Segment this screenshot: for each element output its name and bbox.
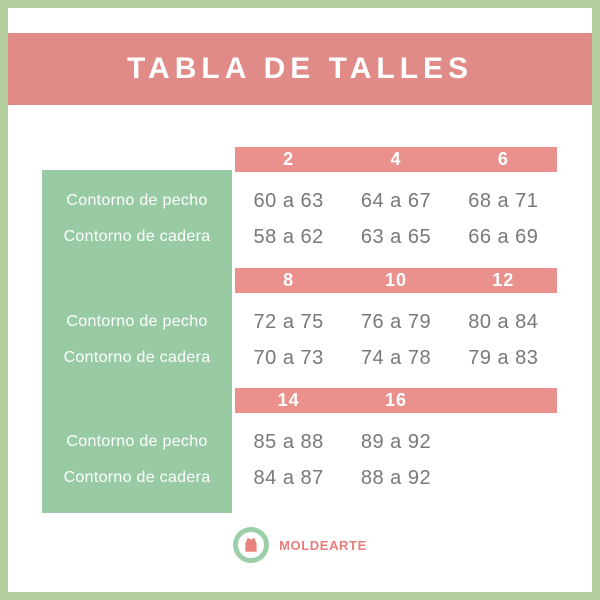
size-header-cell: 16 xyxy=(384,390,407,410)
row-label: Contorno de pecho xyxy=(66,313,208,330)
table-row: 72 a 75 76 a 79 80 a 84 xyxy=(235,307,557,337)
row-label: Contorno de cadera xyxy=(63,469,211,486)
value-cell: 84 a 87 xyxy=(253,467,324,489)
table-row: 85 a 88 89 a 92 xyxy=(235,427,557,457)
title-banner: TABLA DE TALLES xyxy=(8,33,592,105)
value-cell: 85 a 88 xyxy=(253,431,324,453)
row-label: Contorno de pecho xyxy=(66,192,208,209)
value-cell: 76 a 79 xyxy=(360,311,432,333)
value-cell xyxy=(450,427,557,457)
size-header-cell: 8 xyxy=(283,270,295,290)
value-cell: 79 a 83 xyxy=(468,347,539,369)
table-row: 60 a 63 64 a 67 68 a 71 xyxy=(235,186,557,216)
table-row: 58 a 62 63 a 65 66 a 69 xyxy=(235,222,557,252)
value-cell: 89 a 92 xyxy=(360,431,432,453)
row-label: Contorno de cadera xyxy=(63,228,211,245)
value-cell: 60 a 63 xyxy=(253,190,324,212)
row-label: Contorno de cadera xyxy=(63,349,211,366)
size-header-cell: 12 xyxy=(492,270,515,290)
brand-name: MOLDEARTE xyxy=(279,537,367,553)
value-cell: 58 a 62 xyxy=(253,226,324,248)
size-header-cell: 6 xyxy=(497,149,509,169)
brand-icon-ring xyxy=(233,527,270,563)
size-header-cell: 2 xyxy=(283,149,295,169)
value-cell: 72 a 75 xyxy=(253,311,324,333)
value-cell: 80 a 84 xyxy=(468,311,539,333)
size-header-cell: 10 xyxy=(384,270,407,290)
value-cell: 66 a 69 xyxy=(468,226,539,248)
brand-logo: MOLDEARTE xyxy=(0,526,600,564)
size-header-cell: 14 xyxy=(277,390,300,410)
value-cell: 74 a 78 xyxy=(360,347,432,369)
size-header-cell xyxy=(450,388,557,413)
row-label-panel: Contorno de pecho Contorno de cadera Con… xyxy=(42,170,232,513)
table-row: 70 a 73 74 a 78 79 a 83 xyxy=(235,343,557,373)
page-title: TABLA DE TALLES xyxy=(126,52,474,85)
table-row: 84 a 87 88 a 92 xyxy=(235,463,557,493)
tank-top-icon xyxy=(245,538,257,552)
size-header-band: 2 4 6 xyxy=(235,147,557,172)
value-cell: 64 a 67 xyxy=(360,190,432,212)
value-cell: 68 a 71 xyxy=(468,190,539,212)
size-header-band: 14 16 xyxy=(235,388,557,413)
row-label: Contorno de pecho xyxy=(66,433,208,450)
size-header-band: 8 10 12 xyxy=(235,268,557,293)
size-header-cell: 4 xyxy=(390,149,402,169)
value-cell xyxy=(450,463,557,493)
value-cell: 88 a 92 xyxy=(360,467,432,489)
value-cell: 63 a 65 xyxy=(360,226,432,248)
value-cell: 70 a 73 xyxy=(253,347,324,369)
